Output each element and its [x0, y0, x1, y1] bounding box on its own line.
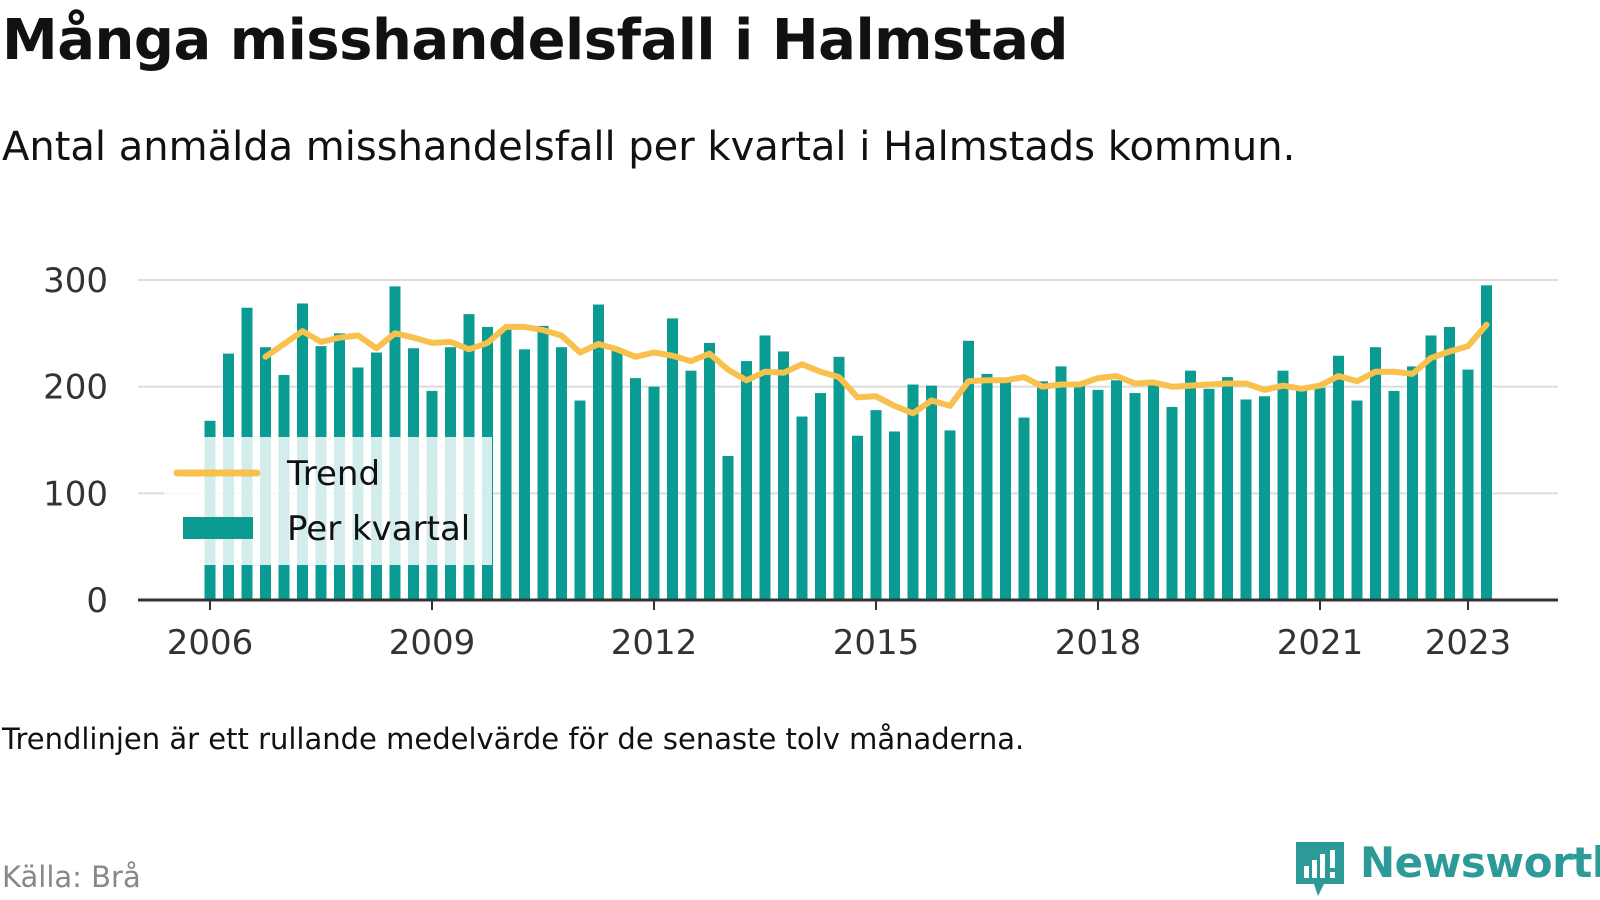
- source-label: Källa: Brå: [2, 860, 141, 894]
- bar: [1351, 400, 1363, 600]
- x-tick-label: 2006: [167, 623, 254, 660]
- bar: [593, 304, 604, 600]
- bar: [1388, 390, 1400, 600]
- bar: [963, 340, 974, 600]
- bar: [1092, 389, 1104, 600]
- y-tick-label: 200: [43, 368, 108, 408]
- bar-line-chart: 0 100 200 300 2006 2009 2012 2015 2018 2021 2023 T…: [43, 261, 1558, 660]
- bar: [1462, 369, 1474, 600]
- bar: [1166, 406, 1178, 600]
- newsworthy-logo-icon: [1296, 842, 1344, 896]
- bar: [1037, 381, 1048, 600]
- brand-name: Newsworthy: [1360, 838, 1600, 887]
- bar: [796, 416, 808, 600]
- x-tick-label: 2018: [1055, 623, 1142, 660]
- x-tick-label: 2021: [1277, 623, 1364, 660]
- bar: [1185, 370, 1196, 600]
- bar: [1314, 387, 1326, 600]
- bar: [704, 342, 715, 600]
- x-tick-label: 2023: [1425, 623, 1512, 660]
- trend-line: [262, 321, 1490, 417]
- bar: [778, 351, 789, 600]
- bar: [722, 456, 734, 600]
- legend-bar-label: Per kvartal: [287, 509, 470, 549]
- bar: [1055, 366, 1067, 600]
- axes: 0 100 200 300 2006 2009 2012 2015 2018 2021 2023: [43, 261, 1558, 660]
- legend-trend-label: Trend: [286, 454, 380, 494]
- bar: [1222, 377, 1233, 600]
- bar: [1148, 383, 1159, 600]
- trend-series: [262, 321, 1490, 417]
- y-tick-label: 300: [43, 261, 108, 301]
- bar: [741, 361, 752, 600]
- bar: [1000, 381, 1011, 600]
- bar: [667, 318, 678, 600]
- bar: [1129, 393, 1141, 600]
- bar: [870, 410, 882, 600]
- bar: [815, 393, 826, 600]
- bar: [1240, 399, 1252, 600]
- bar: [1259, 396, 1270, 600]
- x-tick-label: 2009: [389, 623, 476, 660]
- bar: [852, 435, 863, 600]
- bar: [759, 335, 771, 600]
- chart-subtitle: Antal anmälda misshandelsfall per kvarta…: [2, 124, 1296, 170]
- bar: [833, 356, 845, 600]
- y-tick-label: 0: [86, 581, 108, 621]
- bar: [944, 430, 956, 600]
- x-tick-label: 2012: [611, 623, 698, 660]
- bar: [907, 384, 919, 600]
- bar: [1333, 355, 1344, 600]
- legend: Trend Per kvartal: [164, 437, 492, 565]
- bar: [1018, 417, 1030, 600]
- bar: [1407, 366, 1418, 600]
- bar: [1370, 347, 1381, 600]
- bar: [1074, 385, 1085, 600]
- bar: [981, 373, 993, 600]
- bar: [1425, 335, 1437, 600]
- bar: [926, 385, 937, 600]
- bar: [889, 431, 900, 600]
- bar: [648, 386, 660, 600]
- bar: [537, 325, 549, 600]
- x-tick-label: 2015: [833, 623, 920, 660]
- bar: [1296, 387, 1307, 600]
- legend-background: [164, 437, 492, 565]
- bar: [1111, 380, 1122, 600]
- bar: [1203, 388, 1215, 600]
- chart-title: Många misshandelsfall i Halmstad: [2, 8, 1069, 73]
- bar: [1481, 285, 1492, 600]
- bar: [611, 348, 623, 600]
- bar: [574, 400, 586, 600]
- bar: [1277, 370, 1289, 600]
- bar: [500, 328, 512, 600]
- bar: [685, 370, 697, 600]
- chart-note: Trendlinjen är ett rullande medelvärde f…: [2, 722, 1025, 756]
- bar: [519, 349, 530, 600]
- legend-bar-swatch: [183, 517, 253, 539]
- y-tick-label: 100: [43, 474, 108, 514]
- bar: [630, 378, 641, 600]
- bar: [556, 347, 567, 600]
- bar: [1444, 326, 1455, 600]
